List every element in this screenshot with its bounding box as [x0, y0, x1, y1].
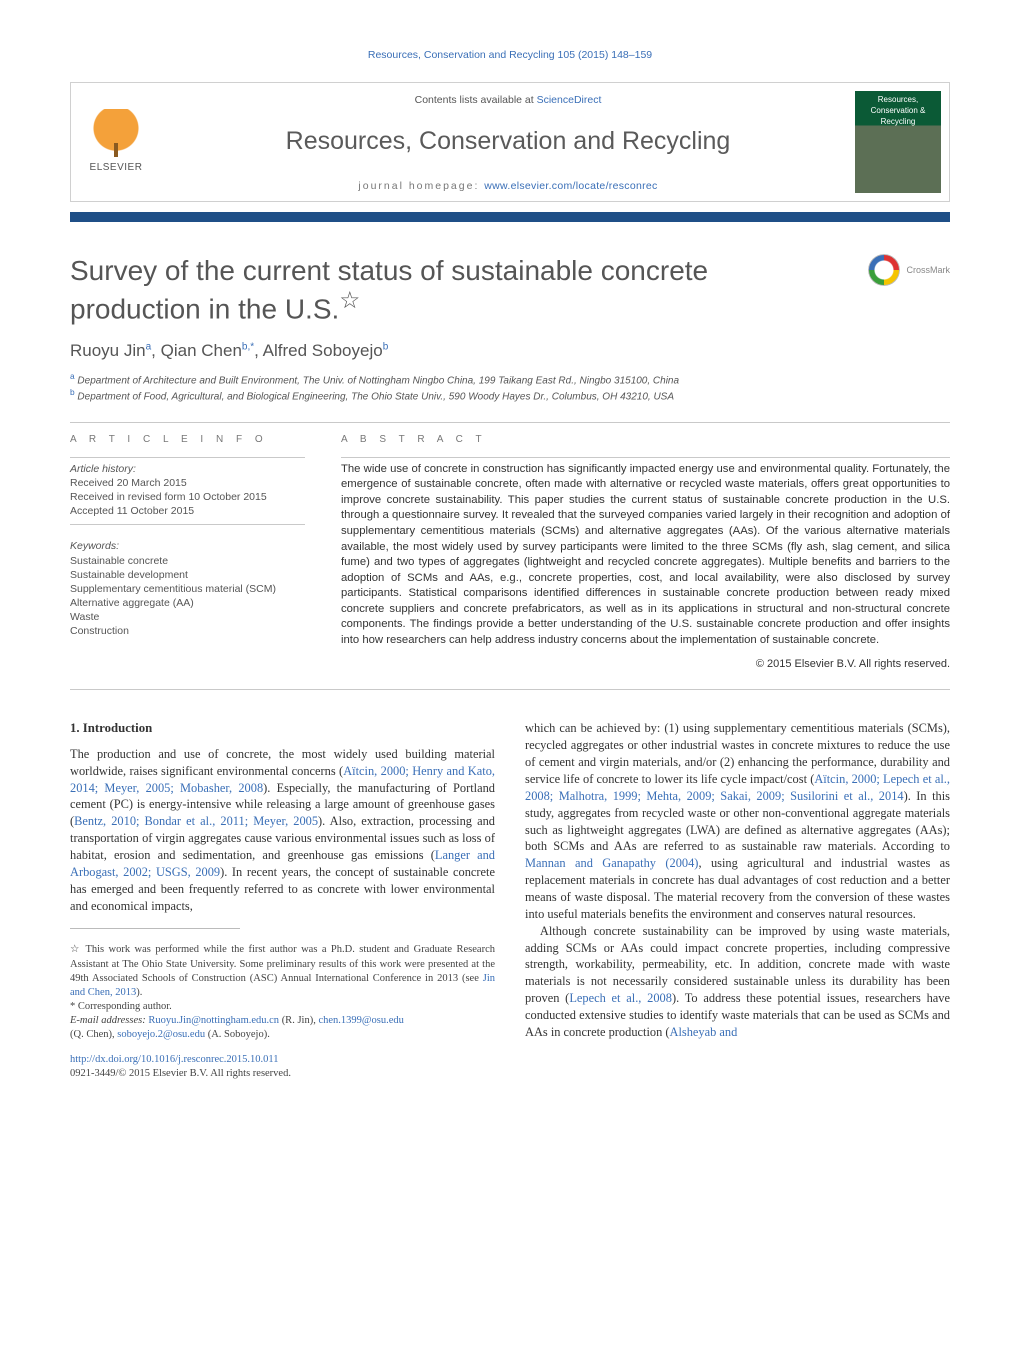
ref-link[interactable]: Mannan and Ganapathy (2004) — [525, 856, 698, 870]
kw-4: Alternative aggregate (AA) — [70, 597, 194, 609]
history-label: Article history: — [70, 463, 136, 475]
article-info-column: A R T I C L E I N F O Article history: R… — [70, 433, 305, 671]
article-history: Article history: Received 20 March 2015 … — [70, 462, 305, 519]
aff-a-sup: a — [70, 371, 75, 381]
abstract-subrule — [341, 457, 950, 458]
history-received: Received 20 March 2015 — [70, 477, 187, 489]
contents-available-line: Contents lists available at ScienceDirec… — [173, 93, 843, 107]
abstract-copyright: © 2015 Elsevier B.V. All rights reserved… — [341, 657, 950, 672]
info-subrule-1 — [70, 457, 305, 458]
intro-para-1-cont: which can be achieved by: (1) using supp… — [525, 720, 950, 922]
sciencedirect-link[interactable]: ScienceDirect — [537, 94, 602, 106]
aff-b: Department of Food, Agricultural, and Bi… — [77, 392, 674, 403]
author-3: Alfred Soboyejo — [263, 341, 383, 360]
authors-line: Ruoyu Jina, Qian Chenb,*, Alfred Soboyej… — [70, 340, 950, 363]
email-who-3: (A. Soboyejo). — [205, 1029, 270, 1040]
body-two-columns: 1. Introduction The production and use o… — [70, 720, 950, 1081]
author-1-sup: a — [146, 341, 152, 352]
info-subrule-2 — [70, 524, 305, 525]
ref-link[interactable]: Alsheyab and — [670, 1025, 738, 1039]
kw-3: Supplementary cementitious material (SCM… — [70, 583, 276, 595]
contents-prefix: Contents lists available at — [415, 94, 537, 106]
kw-6: Construction — [70, 625, 129, 637]
crossmark-label: CrossMark — [906, 264, 950, 276]
crossmark-icon — [868, 254, 900, 286]
email-who-1: (R. Jin), — [279, 1015, 318, 1026]
journal-header-box: ELSEVIER Contents lists available at Sci… — [70, 82, 950, 202]
kw-5: Waste — [70, 611, 99, 623]
author-3-sup: b — [383, 341, 389, 352]
kw-2: Sustainable development — [70, 569, 188, 581]
author-2: Qian Chen — [161, 341, 242, 360]
article-info-head: A R T I C L E I N F O — [70, 433, 305, 447]
history-accepted: Accepted 11 October 2015 — [70, 505, 194, 517]
keywords-block: Keywords: Sustainable concrete Sustainab… — [70, 539, 305, 638]
intro-para-1: The production and use of concrete, the … — [70, 746, 495, 915]
footnote-emails: E-mail addresses: Ruoyu.Jin@nottingham.e… — [70, 1014, 495, 1042]
aff-a: Department of Architecture and Built Env… — [77, 375, 679, 386]
section-rule-top — [70, 422, 950, 423]
homepage-line: journal homepage: www.elsevier.com/locat… — [173, 179, 843, 193]
title-line-2: production in the U.S. — [70, 294, 339, 325]
article-title: Survey of the current status of sustaina… — [70, 254, 708, 325]
t: ). — [136, 987, 142, 998]
header-center: Contents lists available at ScienceDirec… — [161, 83, 855, 201]
history-revised: Received in revised form 10 October 2015 — [70, 491, 267, 503]
ref-link[interactable]: Lepech et al., 2008 — [569, 991, 672, 1005]
abstract-column: A B S T R A C T The wide use of concrete… — [341, 433, 950, 671]
section-1-head: 1. Introduction — [70, 720, 495, 737]
intro-para-2: Although concrete sustainability can be … — [525, 923, 950, 1041]
aff-b-sup: b — [70, 387, 75, 397]
abstract-text: The wide use of concrete in construction… — [341, 462, 950, 649]
affiliations: a Department of Architecture and Built E… — [70, 371, 950, 405]
section-rule-bottom — [70, 689, 950, 690]
author-2-sup: b,* — [242, 341, 254, 352]
elsevier-tree-icon — [92, 109, 140, 157]
running-head: Resources, Conservation and Recycling 10… — [70, 48, 950, 62]
journal-title: Resources, Conservation and Recycling — [173, 125, 843, 159]
issn-line: 0921-3449/© 2015 Elsevier B.V. All right… — [70, 1068, 291, 1079]
doi-block: http://dx.doi.org/10.1016/j.resconrec.20… — [70, 1053, 495, 1081]
author-1: Ruoyu Jin — [70, 341, 146, 360]
elsevier-brand: ELSEVIER — [90, 161, 143, 175]
elsevier-logo: ELSEVIER — [71, 83, 161, 201]
keywords-label: Keywords: — [70, 540, 119, 552]
footnote-star: ☆ This work was performed while the firs… — [70, 943, 495, 1000]
running-head-link[interactable]: Resources, Conservation and Recycling 10… — [368, 49, 652, 61]
title-footnote-mark: ☆ — [339, 287, 360, 313]
ref-link[interactable]: Bentz, 2010; Bondar et al., 2011; Meyer,… — [74, 814, 318, 828]
email-link-1[interactable]: Ruoyu.Jin@nottingham.edu.cn — [148, 1015, 279, 1026]
doi-link[interactable]: http://dx.doi.org/10.1016/j.resconrec.20… — [70, 1054, 279, 1065]
accent-bar — [70, 212, 950, 222]
footnotes: ☆ This work was performed while the firs… — [70, 943, 495, 1081]
title-line-1: Survey of the current status of sustaina… — [70, 255, 708, 286]
abstract-head: A B S T R A C T — [341, 433, 950, 447]
homepage-prefix: journal homepage: — [358, 180, 484, 192]
kw-1: Sustainable concrete — [70, 555, 168, 567]
emails-label: E-mail addresses: — [70, 1015, 148, 1026]
email-who-2: (Q. Chen), — [70, 1029, 117, 1040]
footnote-rule — [70, 928, 240, 929]
homepage-link[interactable]: www.elsevier.com/locate/resconrec — [484, 180, 657, 192]
footnote-corresponding: * Corresponding author. — [70, 1000, 495, 1014]
crossmark-badge[interactable]: CrossMark — [868, 254, 950, 286]
journal-cover-thumb: Resources, Conservation & Recycling — [855, 91, 941, 193]
t: ☆ This work was performed while the firs… — [70, 944, 495, 983]
email-link-3[interactable]: soboyejo.2@osu.edu — [117, 1029, 205, 1040]
email-link-2[interactable]: chen.1399@osu.edu — [318, 1015, 404, 1026]
